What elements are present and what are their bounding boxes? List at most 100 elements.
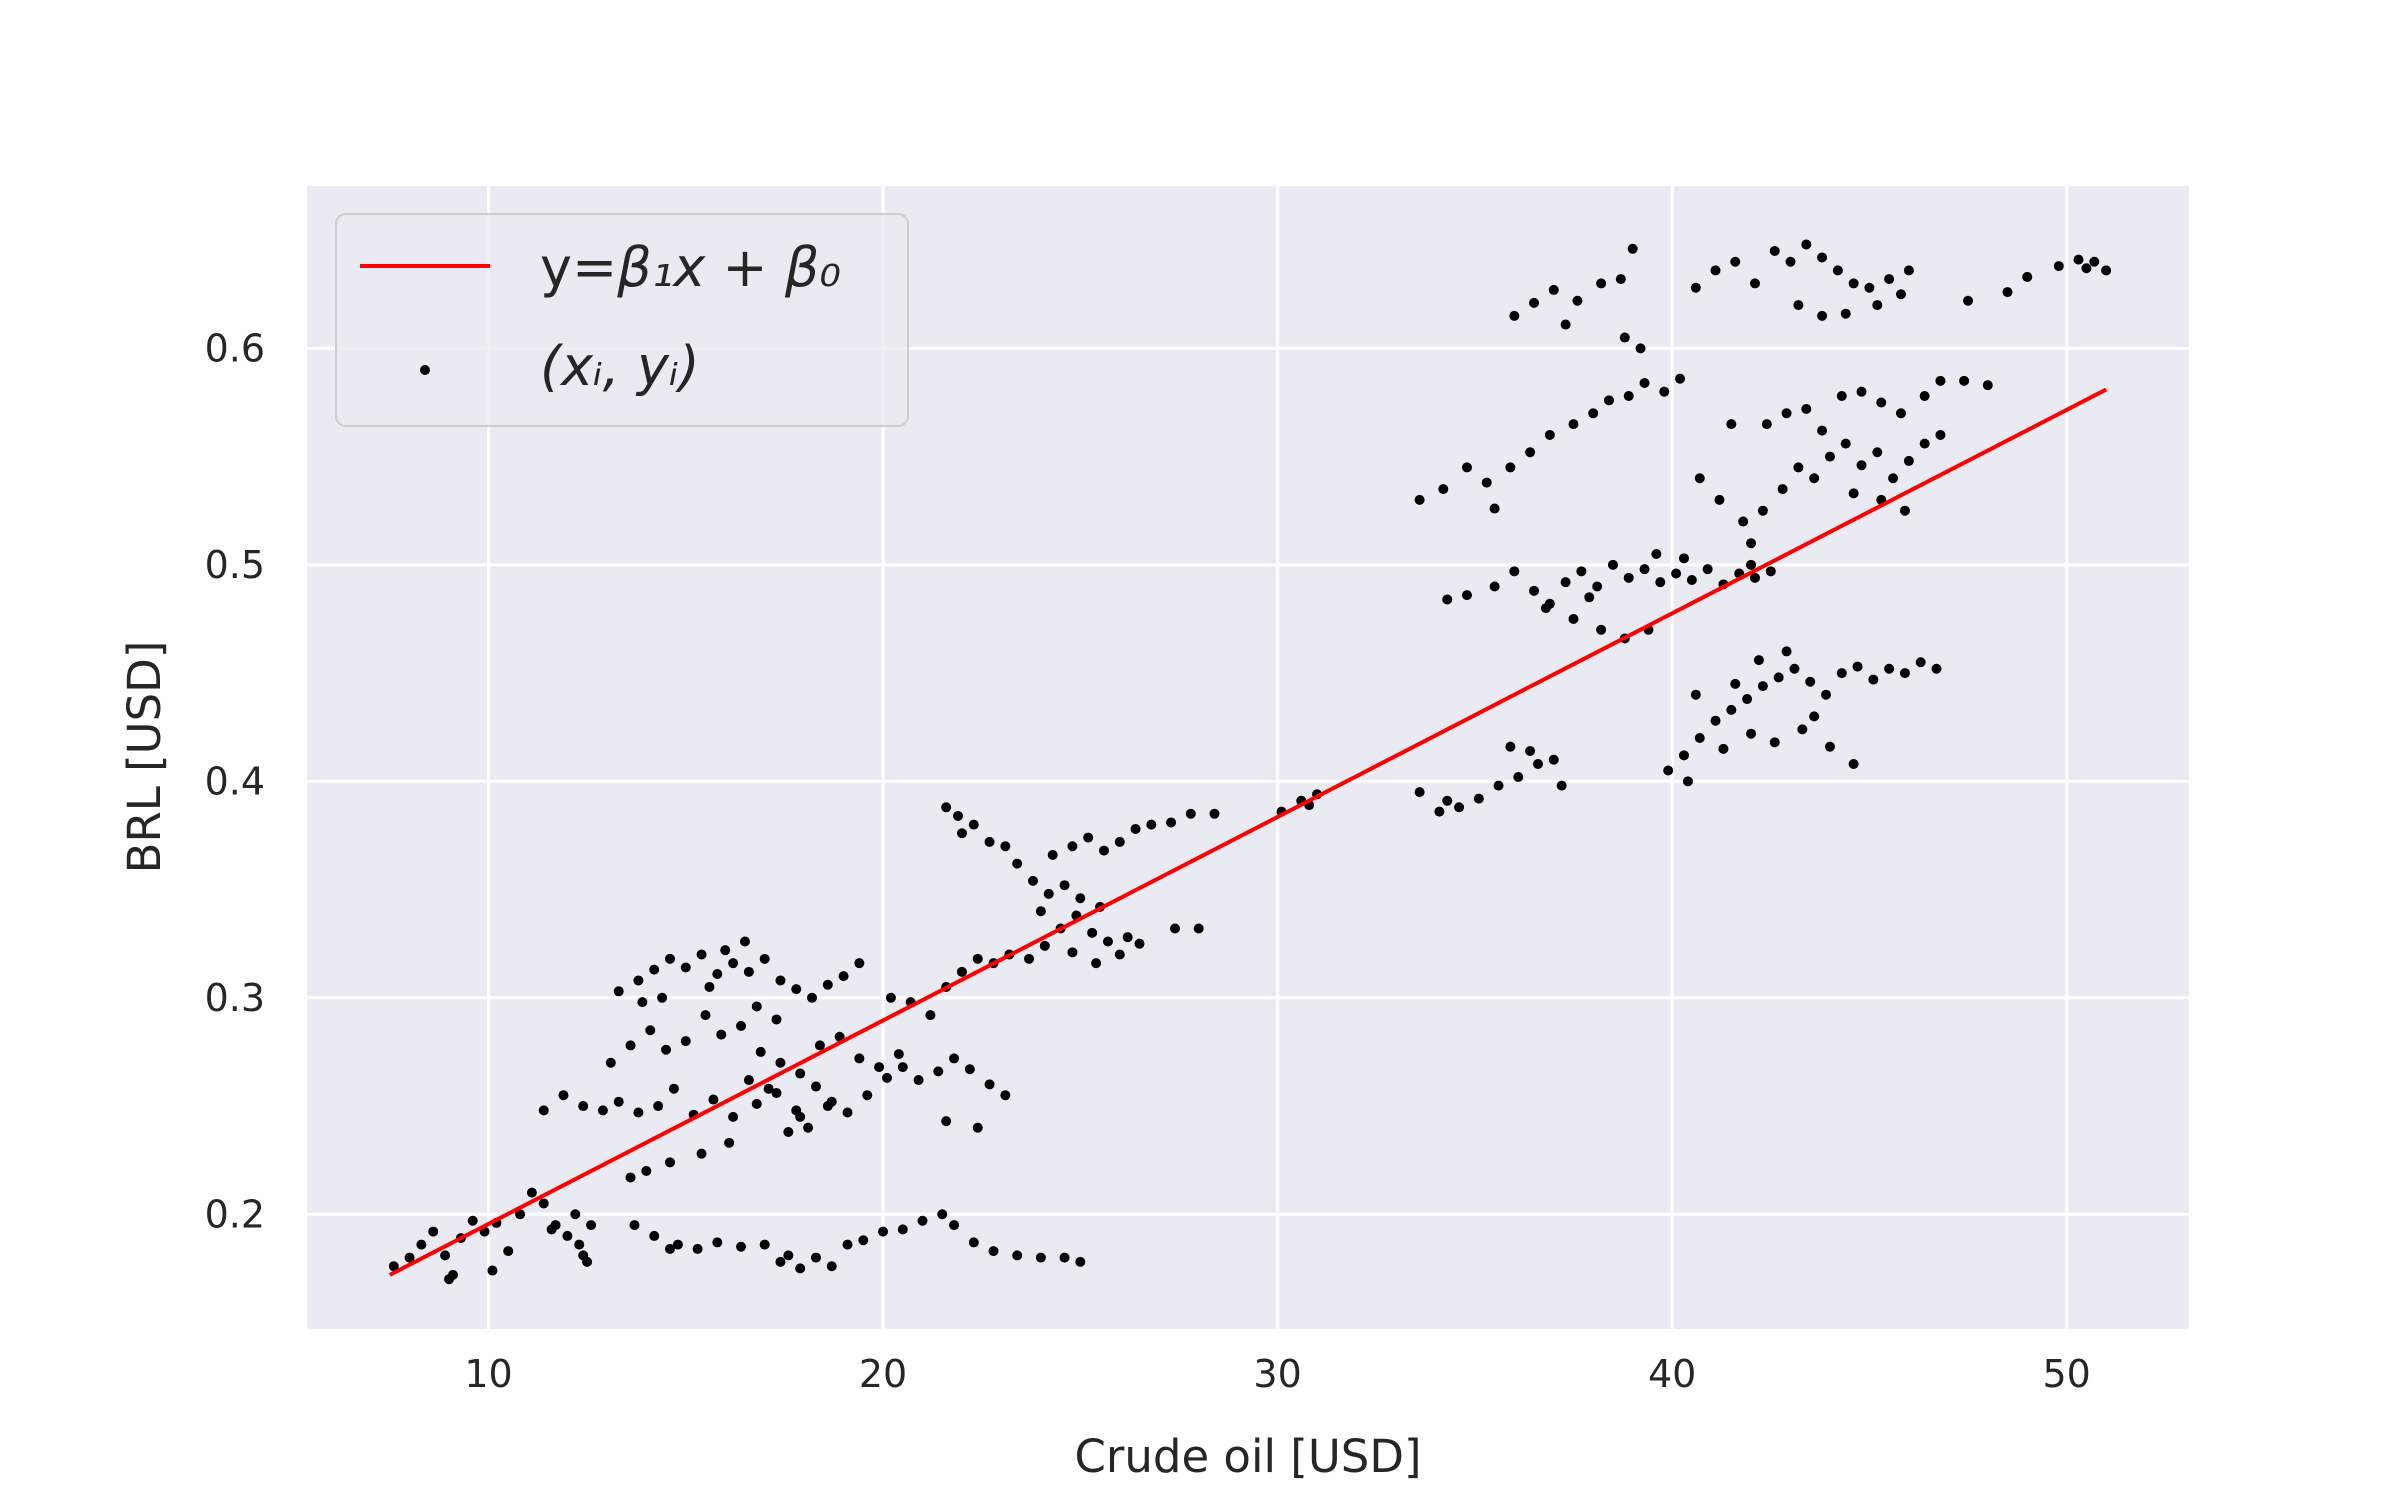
y-tick-label: 0.3 [205,976,265,1020]
scatter-point [968,1237,979,1248]
scatter-point [783,1127,794,1138]
scatter-point [878,1226,889,1237]
scatter-point [1765,566,1776,577]
scatter-point [771,1014,782,1025]
scatter-point [1489,503,1500,514]
y-tick-label: 0.5 [205,543,265,587]
x-tick-label: 10 [464,1352,512,1396]
scatter-point [1864,282,1875,293]
scatter-point [1840,438,1851,449]
scatter-point [1513,771,1524,782]
scatter-point [1884,274,1895,285]
scatter-point [1801,403,1812,414]
scatter-point [1903,455,1914,466]
scatter-point [487,1265,498,1276]
scatter-point [1635,343,1646,354]
scatter-point [1686,574,1697,585]
scatter-point [1035,906,1046,917]
scatter-point [1785,256,1796,267]
scatter-point [1872,447,1883,458]
scatter-point [1714,494,1725,505]
scatter-point [949,1053,960,1064]
scatter-point [1170,923,1181,934]
scatter-point [933,1066,944,1077]
x-tick-label: 40 [1648,1352,1696,1396]
scatter-point [1935,429,1946,440]
scatter-point [1848,758,1859,769]
scatter-point [1915,657,1926,668]
scatter-point [2073,254,2084,265]
y-axis-label: BRL [USD] [118,641,171,874]
scatter-point [803,1122,814,1133]
scatter-point [696,1148,707,1159]
scatter-point [1556,780,1567,791]
scatter-point [625,1040,636,1051]
y-tick-label: 0.6 [205,326,265,370]
scatter-point [826,1261,837,1272]
scatter-point [1434,806,1445,817]
scatter-point [1671,568,1682,579]
scatter-point [1615,274,1626,285]
scatter-point [775,1057,786,1068]
scatter-point [1817,310,1828,321]
scatter-point [657,992,668,1003]
y-tick-labels: 0.2 0.3 0.4 0.5 0.6 [205,326,265,1236]
scatter-point [743,1075,754,1086]
scatter-point [1525,746,1536,757]
scatter-point [629,1220,640,1231]
scatter-point [664,1157,675,1168]
scatter-point [1209,808,1220,819]
scatter-point [783,1250,794,1261]
legend-point-marker [420,365,430,375]
scatter-point [791,984,802,995]
scatter-point [1114,836,1125,847]
scatter-point [763,1083,774,1094]
scatter-point [1083,832,1094,843]
scatter-point [1639,564,1650,575]
scatter-point [1848,278,1859,289]
scatter-point [440,1250,451,1261]
scatter-point [972,953,983,964]
scatter-point [795,1263,806,1274]
scatter-point [1919,390,1930,401]
scatter-point [854,958,865,969]
scatter-point [404,1252,415,1263]
scatter-point [692,1243,703,1254]
scatter-point [881,1072,892,1083]
scatter-point [1067,947,1078,958]
scatter-point [1726,704,1737,715]
scatter-point [1623,572,1634,583]
scatter-point [2022,271,2033,282]
scatter-point [416,1239,427,1250]
scatter-point [956,828,967,839]
scatter-point [1868,674,1879,685]
scatter-point [1568,419,1579,430]
scatter-point [728,958,739,969]
scatter-point [834,1031,845,1042]
scatter-point [428,1226,439,1237]
scatter-point [1773,672,1784,683]
scatter-point [775,975,786,986]
scatter-point [1576,566,1587,577]
scatter-point [949,1220,960,1231]
scatter-point [1134,938,1145,949]
scatter-point [1059,880,1070,891]
scatter-point [1091,958,1102,969]
scatter-point [822,1101,833,1112]
scatter-point [968,819,979,830]
scatter-point [917,1215,928,1226]
scatter-point [1122,932,1133,943]
scatter-point [1012,858,1023,869]
scatter-point [1098,845,1109,856]
scatter-point [2053,261,2064,272]
scatter-point [1560,577,1571,588]
scatter-point [1604,395,1615,406]
scatter-point [759,1239,770,1250]
scatter-point [716,1029,727,1040]
scatter-point [1797,724,1808,735]
scatter-point [1876,397,1887,408]
scatter-point [1852,661,1863,672]
scatter-point [984,836,995,847]
scatter-point [467,1215,478,1226]
scatter-point [625,1172,636,1183]
